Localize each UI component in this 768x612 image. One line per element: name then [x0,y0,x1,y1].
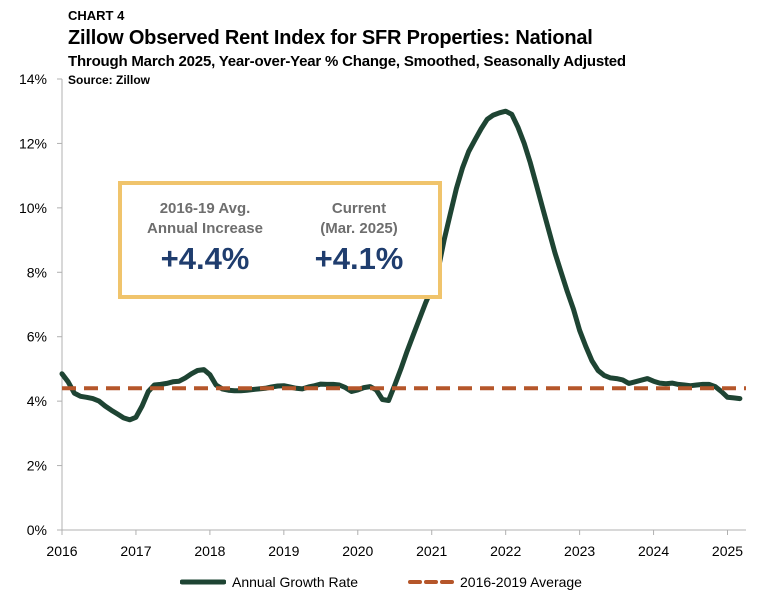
y-tick-label: 2% [27,458,47,474]
legend-label-average: 2016-2019 Average [460,574,582,590]
callout-current-value: +4.1% [314,241,404,276]
growth-series-line [59,108,743,423]
x-tick-label: 2021 [416,543,447,559]
x-tick-label: 2024 [638,543,669,559]
x-tick-label: 2016 [46,543,77,559]
y-axis-ticks: 0% 2% 4% 6% 8% 10% 12% 14% [19,71,62,538]
x-tick-label: 2017 [120,543,151,559]
y-tick-label: 0% [27,522,47,538]
chart-title: Zillow Observed Rent Index for SFR Prope… [68,27,593,49]
callout-current-label-1: Current [331,200,387,217]
x-tick-label: 2020 [342,543,373,559]
legend-swatch-solid [180,579,226,585]
callout-average-label-1: 2016-19 Avg. [159,200,251,217]
legend-item-average: 2016-2019 Average [408,574,582,590]
x-axis-ticks: 2016 2017 2018 2019 2020 2021 2022 2023 2024 2025 [46,530,743,559]
chart-legend: Annual Growth Rate 2016-2019 Average [0,574,768,598]
y-tick-label: 6% [27,329,47,345]
y-tick-label: 12% [19,135,47,151]
stats-callout-box: 2016-19 Avg. Annual Increase +4.4% Curre… [118,181,442,299]
callout-average-value: +4.4% [160,241,250,276]
callout-current-column: Current (Mar. 2025) +4.1% [284,199,434,277]
legend-item-growth: Annual Growth Rate [180,574,358,590]
legend-swatch-dashed [408,580,454,584]
callout-average-label-2: Annual Increase [147,220,263,237]
chart-source: Source: Zillow [68,73,151,87]
chart-subtitle: Through March 2025, Year-over-Year % Cha… [68,53,626,70]
x-tick-label: 2018 [194,543,225,559]
y-tick-label: 8% [27,264,47,280]
y-tick-label: 14% [19,71,47,87]
legend-label-growth: Annual Growth Rate [232,574,359,590]
x-tick-label: 2019 [268,543,299,559]
x-tick-label: 2022 [490,543,521,559]
callout-current-label-2: (Mar. 2025) [320,220,398,237]
y-tick-label: 10% [19,200,47,216]
x-tick-label: 2025 [712,543,743,559]
callout-average-column: 2016-19 Avg. Annual Increase +4.4% [130,199,280,277]
chart-label: CHART 4 [68,8,125,23]
series-layer [59,108,746,423]
y-tick-label: 4% [27,393,47,409]
x-tick-label: 2023 [564,543,595,559]
